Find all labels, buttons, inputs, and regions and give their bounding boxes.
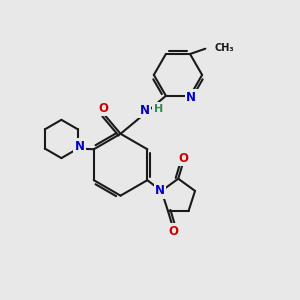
Text: N: N	[74, 140, 84, 153]
Text: N: N	[140, 104, 150, 117]
Text: O: O	[179, 152, 189, 165]
Text: CH₃: CH₃	[215, 43, 234, 52]
Text: N: N	[186, 91, 196, 103]
Text: O: O	[98, 102, 108, 115]
Text: H: H	[154, 104, 163, 114]
Text: O: O	[169, 225, 178, 238]
Text: N: N	[155, 184, 165, 197]
